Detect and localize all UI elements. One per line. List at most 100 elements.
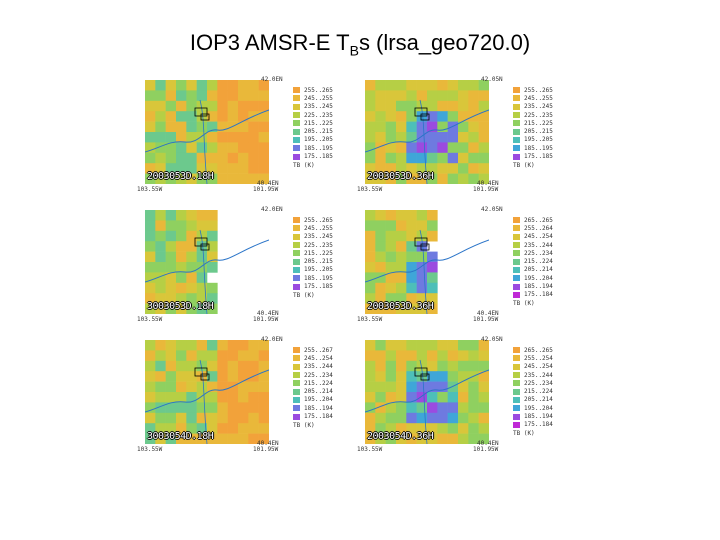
map-pixel bbox=[258, 360, 269, 372]
map-pixel bbox=[427, 251, 438, 263]
map-pixel bbox=[427, 412, 438, 424]
legend-swatch bbox=[293, 405, 300, 412]
map-pixel bbox=[155, 251, 166, 263]
map-pixel bbox=[176, 340, 187, 351]
legend-label: 245..254 bbox=[304, 354, 333, 362]
map-pixel bbox=[458, 111, 469, 122]
map-pixel bbox=[145, 90, 156, 102]
map-pixel bbox=[248, 132, 259, 143]
map-pixel bbox=[427, 350, 438, 362]
map-pixel bbox=[406, 282, 417, 294]
legend-entry: 175..185 bbox=[293, 282, 353, 290]
legend-unit: TB (K) bbox=[293, 421, 315, 429]
map-pixel bbox=[406, 262, 417, 273]
legend-swatch bbox=[293, 355, 300, 362]
top-latitude-label: 42.0EN bbox=[261, 206, 283, 213]
map-pixel bbox=[227, 152, 239, 164]
map-pixel bbox=[145, 230, 156, 242]
river-line bbox=[419, 229, 428, 314]
map-pixel bbox=[375, 350, 386, 362]
map-pixel bbox=[196, 340, 208, 351]
map-pixel bbox=[396, 402, 407, 414]
map-pixel bbox=[165, 132, 177, 143]
legend-swatch bbox=[293, 266, 300, 273]
river-line bbox=[145, 369, 269, 413]
map-pixel bbox=[238, 100, 249, 112]
map-pixel bbox=[186, 132, 197, 143]
map-pixel bbox=[396, 272, 407, 284]
map-pixel bbox=[375, 90, 386, 102]
map-pixel bbox=[155, 152, 166, 164]
map-pixel bbox=[227, 360, 239, 372]
legend-entry: 215..225 bbox=[513, 119, 573, 127]
map-pixel bbox=[478, 423, 489, 434]
legend-entry: 235..244 bbox=[513, 241, 573, 249]
color-legend: 255..265 245..255 235..245 225..235 215..225… bbox=[513, 86, 573, 169]
legend-unit: TB (K) bbox=[513, 299, 535, 307]
map-pixel bbox=[165, 381, 177, 393]
map-pixel bbox=[365, 121, 376, 133]
map-pixel bbox=[385, 433, 397, 444]
map-pixel bbox=[176, 381, 187, 393]
river-line bbox=[419, 359, 428, 444]
legend-entry: 205..215 bbox=[293, 127, 353, 135]
legend-entry: 175..184 bbox=[293, 412, 353, 420]
river-line bbox=[145, 239, 269, 283]
map-panel: 2003054D.36H bbox=[365, 340, 489, 444]
map-pixel bbox=[207, 251, 218, 263]
map-pixel bbox=[176, 392, 187, 403]
map-pixel bbox=[406, 392, 417, 403]
map-pixel bbox=[238, 381, 249, 393]
legend-label: 245..254 bbox=[524, 233, 553, 241]
legend-label: 185..194 bbox=[524, 413, 553, 421]
map-pixel bbox=[248, 173, 259, 184]
map-pixel bbox=[238, 392, 249, 403]
map-pixel bbox=[238, 402, 249, 414]
map-panel: 3003054D.18H bbox=[145, 340, 269, 444]
map-pixel bbox=[406, 80, 417, 91]
map-pixel bbox=[227, 80, 239, 91]
legend-entry: 175..184 bbox=[513, 421, 573, 429]
legend-swatch bbox=[513, 355, 520, 362]
legend-label: 205..215 bbox=[304, 258, 333, 266]
map-pixel bbox=[248, 80, 259, 91]
color-legend: 255..265 245..255 235..245 225..235 215..225… bbox=[293, 216, 353, 299]
map-pixel bbox=[207, 433, 218, 444]
map-pixel bbox=[375, 251, 386, 263]
legend-swatch bbox=[513, 128, 520, 135]
map-panel: 2003053D.36H bbox=[365, 210, 489, 314]
page-title: IOP3 AMSR-E TBs (lrsa_geo720.0) bbox=[189, 30, 531, 59]
panel-date-stamp: 3003053D.18H bbox=[147, 301, 214, 312]
map-pixel bbox=[145, 303, 156, 314]
map-pixel bbox=[437, 121, 448, 133]
legend-swatch bbox=[293, 103, 300, 110]
map-pixel bbox=[396, 251, 407, 263]
panel-date-stamp: 2003053D.36H bbox=[367, 301, 434, 312]
map-pixel bbox=[468, 412, 479, 424]
map-pixel bbox=[196, 173, 208, 184]
map-pixel bbox=[165, 360, 177, 372]
map-pixel bbox=[416, 272, 428, 284]
map-pixel bbox=[478, 402, 489, 414]
map-pixel bbox=[207, 241, 218, 252]
map-pixel bbox=[458, 80, 469, 91]
legend-swatch bbox=[513, 103, 520, 110]
legend-entry: 185..194 bbox=[513, 412, 573, 420]
map-pixel bbox=[258, 173, 269, 184]
legend-entry: 235..245 bbox=[513, 103, 573, 111]
legend-label: 205..214 bbox=[304, 388, 333, 396]
map-pixel bbox=[406, 303, 417, 314]
map-pixel bbox=[365, 163, 376, 174]
map-pixel bbox=[248, 381, 259, 393]
legend-label: 215..225 bbox=[304, 119, 333, 127]
legend-entry: 215..224 bbox=[513, 257, 573, 265]
legend-entry: 225..235 bbox=[513, 111, 573, 119]
map-pixel bbox=[145, 402, 156, 414]
map-pixel bbox=[458, 90, 469, 102]
map-pixel bbox=[416, 371, 428, 382]
map-pixel bbox=[427, 100, 438, 112]
map-pixel bbox=[258, 142, 269, 154]
bottom-latitude-label: 40.4EN bbox=[257, 310, 279, 317]
map-pixel bbox=[258, 423, 269, 434]
map-pixel bbox=[447, 371, 459, 382]
